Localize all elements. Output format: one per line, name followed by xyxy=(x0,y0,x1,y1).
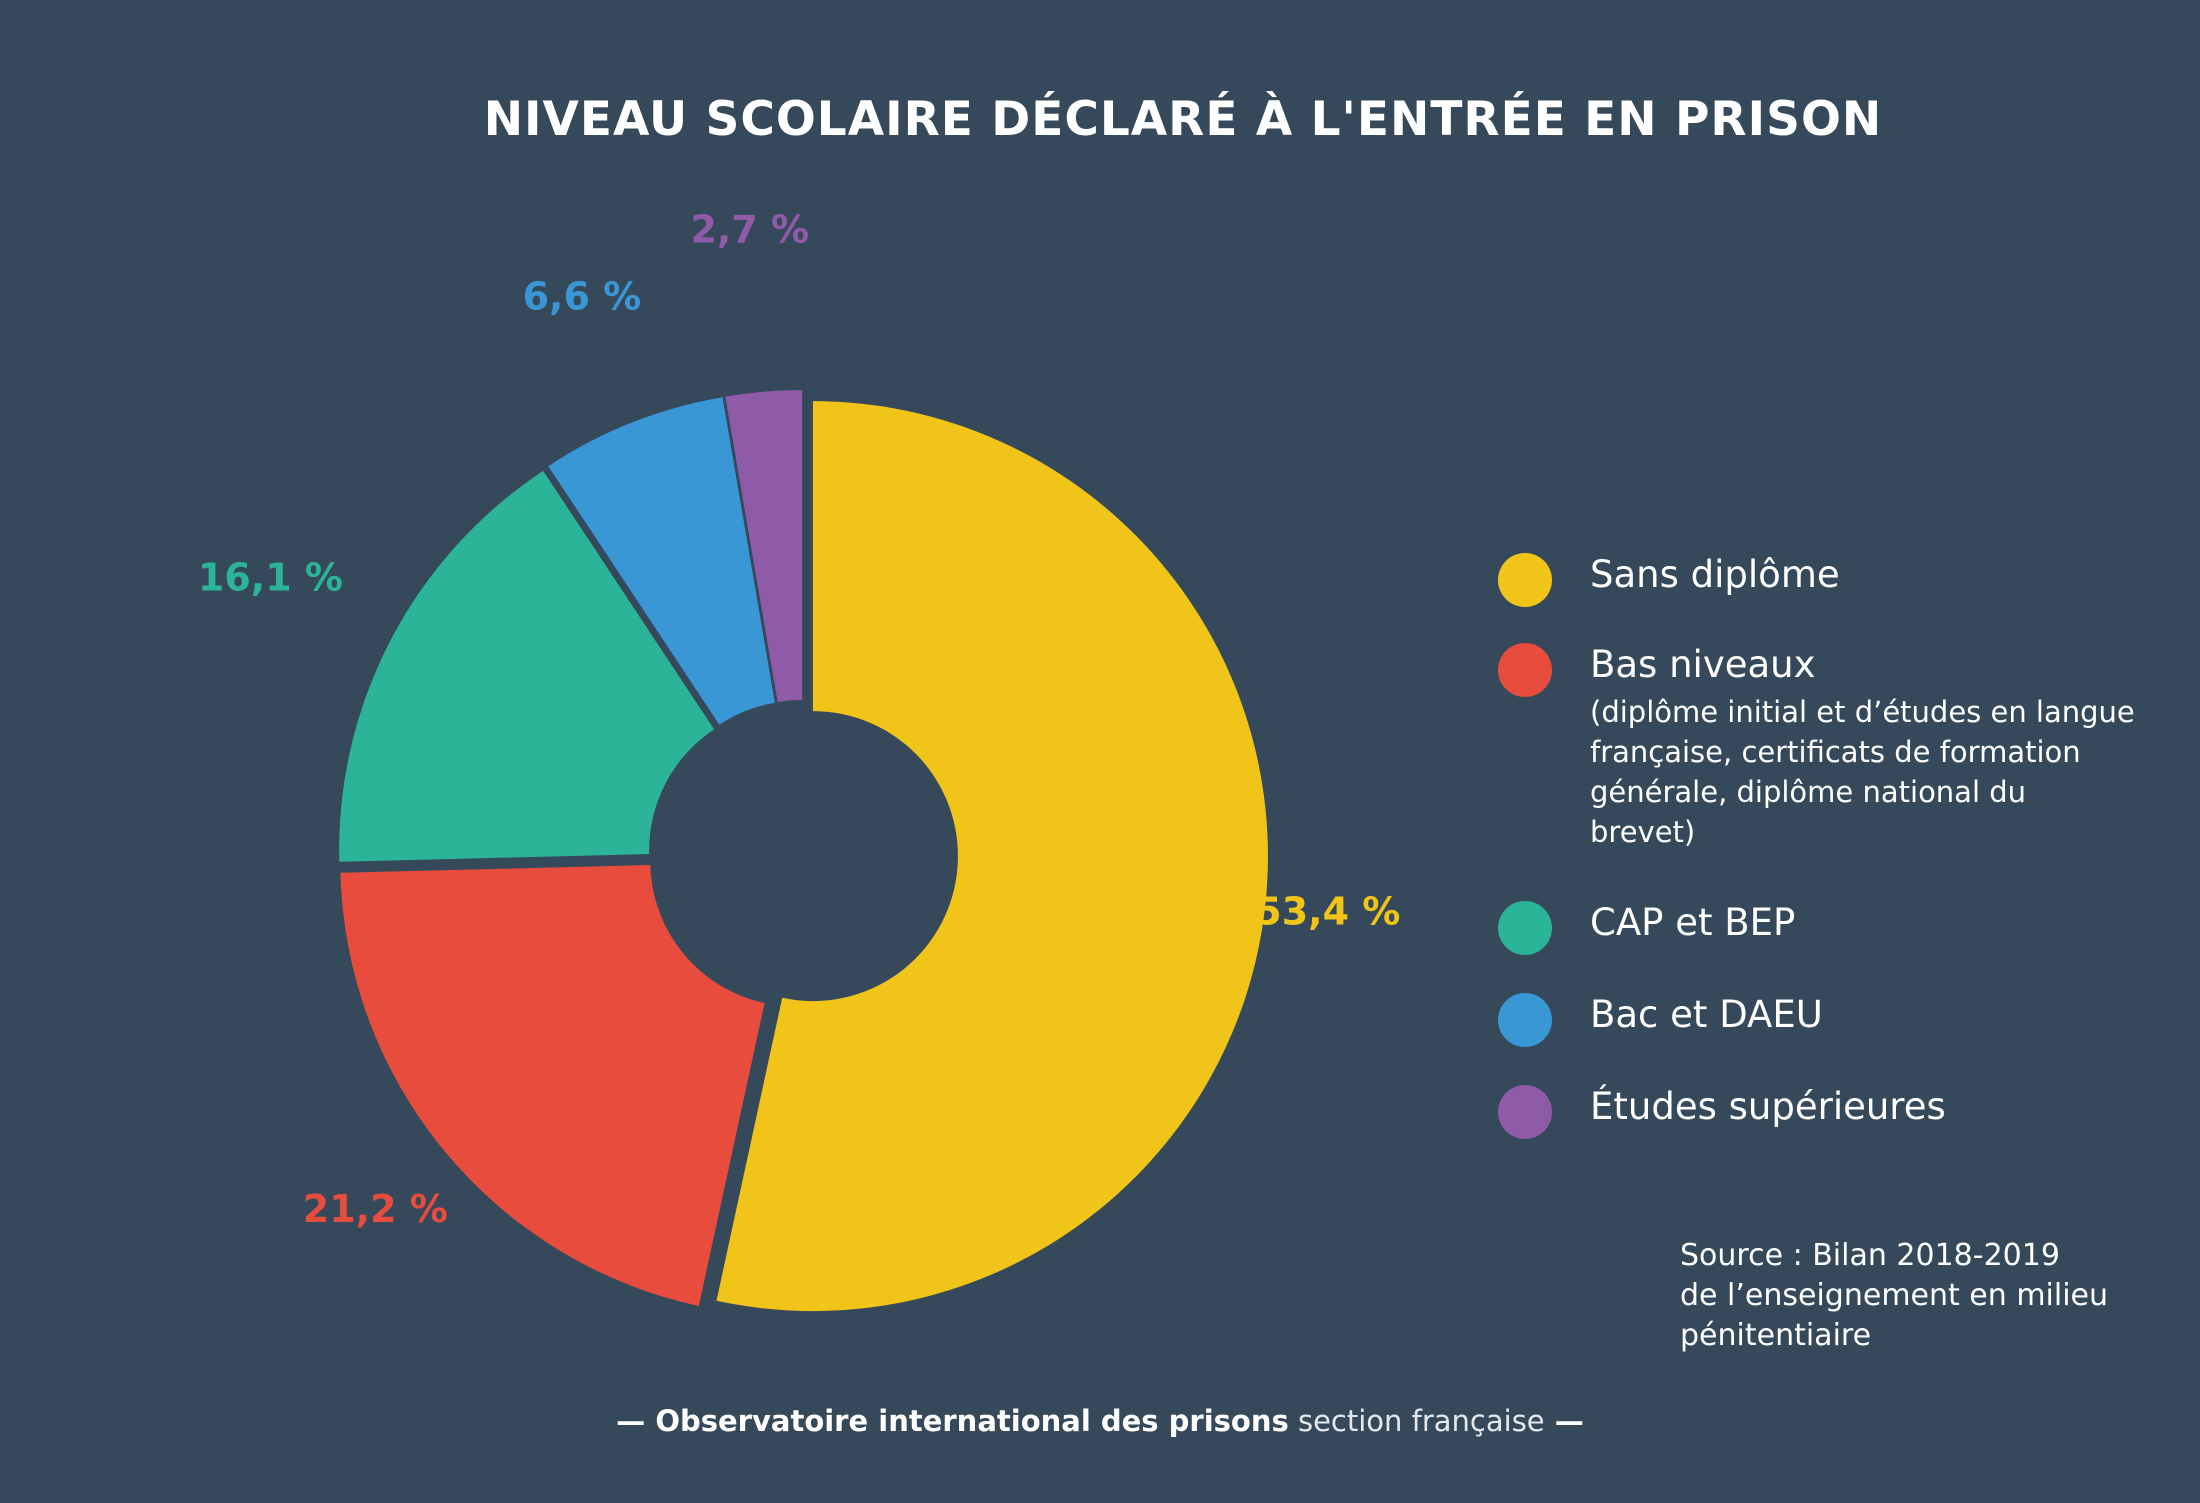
footer-credit: — Observatoire international des prisons… xyxy=(0,1404,2200,1438)
legend-label: Bas niveaux xyxy=(1590,643,1816,686)
source-line: pénitentiaire xyxy=(1680,1318,1872,1353)
source-line: Source : Bilan 2018-2019 xyxy=(1680,1238,2060,1273)
slice-label-sans-diplome: 53,4 % xyxy=(1255,889,1400,933)
legend-item-cap-bep: CAP et BEP xyxy=(1498,898,2138,958)
legend-item-bas-niveaux: Bas niveaux (diplôme initial et d’études… xyxy=(1498,640,2138,852)
slice-label-bac-daeu: 6,6 % xyxy=(523,275,642,319)
footer-section: section française xyxy=(1288,1404,1545,1438)
legend-detail: (diplôme initial et d’études en langue f… xyxy=(1590,695,2135,849)
legend-item-etudes-superieures: Études supérieures xyxy=(1498,1082,2138,1142)
legend-label: CAP et BEP xyxy=(1590,901,1796,944)
slice-cap-bep xyxy=(339,470,715,862)
slice-bac-daeu xyxy=(548,397,775,725)
legend-swatch-bac-daeu xyxy=(1498,993,1552,1047)
legend-swatch-sans-diplome xyxy=(1498,553,1552,607)
legend-label: Bac et DAEU xyxy=(1590,993,1823,1036)
legend-label: Sans diplôme xyxy=(1590,553,1840,596)
legend-item-bac-daeu: Bac et DAEU xyxy=(1498,990,2138,1050)
legend-swatch-etudes-superieures xyxy=(1498,1085,1552,1139)
footer-dash: — xyxy=(1544,1404,1584,1438)
footer-dash: — xyxy=(616,1404,656,1438)
slice-sans-diplome xyxy=(716,401,1268,1312)
slice-label-cap-bep: 16,1 % xyxy=(198,555,343,599)
slice-etudes-superieures xyxy=(725,390,803,703)
legend-item-sans-diplome: Sans diplôme xyxy=(1498,550,2138,610)
footer-org: Observatoire international des prisons xyxy=(655,1404,1289,1438)
legend: Sans diplôme Bas niveaux (diplôme initia… xyxy=(1498,550,2138,1142)
source-line: de l’enseignement en milieu xyxy=(1680,1278,2109,1313)
legend-label: Études supérieures xyxy=(1590,1085,1946,1128)
source-note: Source : Bilan 2018-2019 de l’enseigneme… xyxy=(1680,1236,2160,1356)
legend-swatch-bas-niveaux xyxy=(1498,643,1552,697)
chart-title: NIVEAU SCOLAIRE DÉCLARÉ À L'ENTRÉE EN PR… xyxy=(483,92,1883,147)
legend-swatch-cap-bep xyxy=(1498,901,1552,955)
slice-bas-niveaux xyxy=(340,865,765,1307)
slice-label-etudes-superieures: 2,7 % xyxy=(690,207,809,251)
slice-label-bas-niveaux: 21,2 % xyxy=(303,1187,448,1231)
